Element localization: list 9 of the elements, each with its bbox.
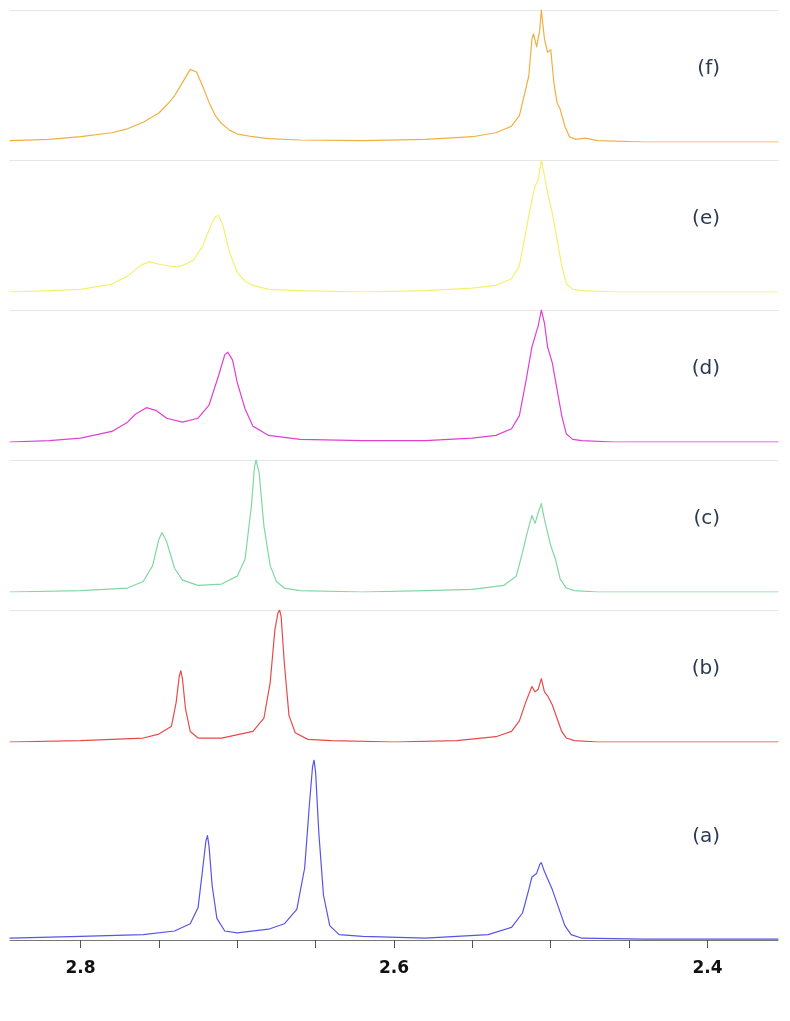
text: (f) bbox=[697, 55, 721, 79]
text: (a) bbox=[692, 823, 721, 847]
text: (d) bbox=[691, 355, 721, 379]
x-tick-label: 2.8 bbox=[65, 956, 96, 977]
x-tick-label: 2.4 bbox=[692, 956, 723, 977]
x-tick-label: 2.6 bbox=[378, 956, 410, 977]
text: (b) bbox=[691, 655, 721, 679]
text: (c) bbox=[693, 505, 721, 529]
text: (e) bbox=[692, 205, 721, 229]
